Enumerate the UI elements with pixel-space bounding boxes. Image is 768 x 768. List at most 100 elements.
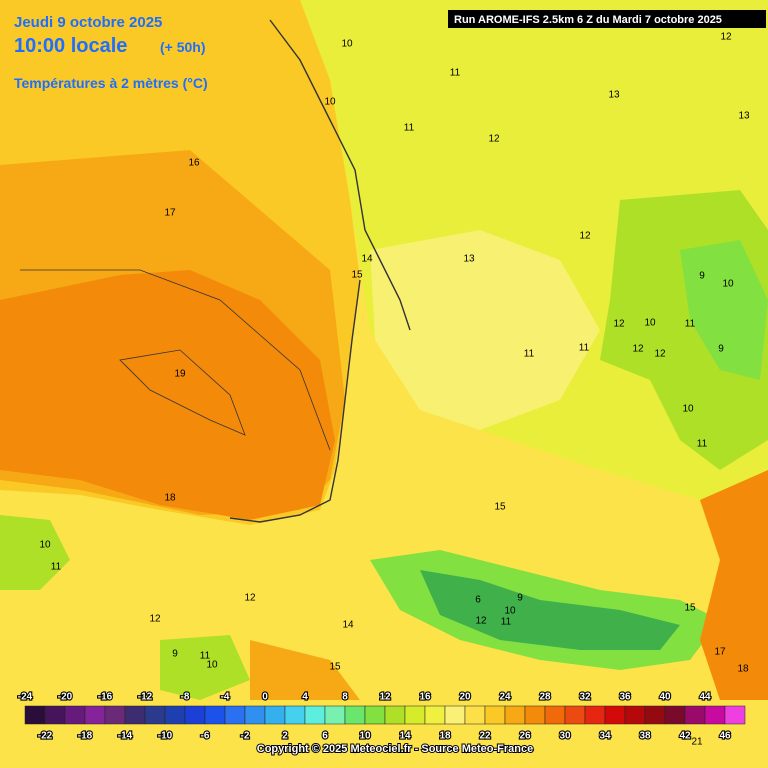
contour-label: 13: [738, 111, 750, 122]
contour-label: 15: [329, 662, 341, 673]
contour-label: 11: [200, 651, 211, 662]
contour-label: 10: [682, 404, 694, 415]
legend-swatch: [64, 705, 86, 725]
contour-label: 18: [737, 664, 749, 675]
contour-label: 15: [351, 270, 363, 281]
contour-label: 11: [450, 68, 461, 79]
contour-label: 10: [644, 318, 656, 329]
contour-label: 9: [699, 271, 705, 282]
contour-label: 12: [654, 349, 666, 360]
legend-swatch: [184, 705, 206, 725]
contour-label: 12: [720, 32, 732, 43]
legend-top-label: -8: [181, 692, 190, 703]
contour-label: 10: [206, 660, 218, 671]
date: Jeudi 9 octobre 2025: [14, 14, 162, 31]
legend-top-label: 24: [499, 692, 511, 703]
contour-label: 11: [404, 123, 415, 134]
west-patch: [0, 515, 70, 590]
contour-label: 17: [164, 208, 176, 219]
legend-swatch: [384, 705, 406, 725]
legend-bottom-label: -2: [241, 731, 250, 742]
contour-label: 12: [475, 616, 487, 627]
run-info: Run AROME-IFS 2.5km 6 Z du Mardi 7 octob…: [454, 14, 722, 26]
legend-swatch: [604, 705, 626, 725]
field-name: Températures à 2 mètres (°C): [14, 75, 208, 91]
legend-top-label: 32: [579, 692, 591, 703]
legend-bottom-label: -14: [118, 731, 133, 742]
legend-top-label: 0: [262, 692, 268, 703]
legend-swatch: [284, 705, 306, 725]
legend-bottom-label: 26: [519, 731, 531, 742]
contour-label: 10: [341, 39, 353, 50]
legend-swatch: [144, 705, 166, 725]
legend-bottom-label: 2: [282, 731, 288, 742]
mountain-peaks: [420, 570, 680, 650]
legend-swatch: [264, 705, 286, 725]
legend-swatch: [484, 705, 506, 725]
contour-label: 11: [697, 439, 708, 450]
legend-top-label: 8: [342, 692, 348, 703]
legend-swatch: [504, 705, 526, 725]
isotherm: [119, 349, 246, 436]
isotherm: [20, 269, 331, 451]
legend-swatch: [84, 705, 106, 725]
contour-label: 15: [684, 603, 696, 614]
contour-label: 12: [613, 319, 625, 330]
contour-label: 11: [524, 349, 535, 360]
legend-top-label: 44: [699, 692, 711, 703]
legend-swatch: [564, 705, 586, 725]
legend-swatch: [524, 705, 546, 725]
warm-plain: [370, 230, 600, 430]
legend-bottom-label: -6: [201, 731, 210, 742]
contour-label: 19: [174, 369, 186, 380]
legend-swatch: [364, 705, 386, 725]
contour-label: 15: [494, 502, 506, 513]
time: 10:00 locale: [14, 35, 127, 57]
legend-swatch: [164, 705, 186, 725]
legend-swatch: [584, 705, 606, 725]
legend-top-label: 20: [459, 692, 471, 703]
legend-swatch: [404, 705, 426, 725]
lead-time: (+ 50h): [160, 39, 206, 55]
legend-swatch: [44, 705, 66, 725]
legend-swatch: [644, 705, 666, 725]
legend-bottom-label: 30: [559, 731, 571, 742]
legend-bottom-label: -10: [158, 731, 173, 742]
legend-bottom-label: 14: [399, 731, 411, 742]
legend-swatch: [204, 705, 226, 725]
legend-bottom-label: 38: [639, 731, 651, 742]
contour-label: 10: [504, 606, 516, 617]
legend-bottom-label: 22: [479, 731, 491, 742]
copyright: Copyright © 2025 Meteociel.fr - Source M…: [257, 743, 533, 755]
legend-swatch: [544, 705, 566, 725]
contour-label: 12: [149, 614, 161, 625]
south-patch: [160, 635, 250, 700]
legend-swatch: [424, 705, 446, 725]
contour-label: 10: [39, 540, 51, 551]
contour-label: 12: [579, 231, 591, 242]
contour-label: 11: [579, 343, 590, 354]
legend-top-label: -4: [221, 692, 230, 703]
legend-top-label: 4: [302, 692, 308, 703]
legend-swatch: [724, 705, 746, 725]
contour-label: 17: [714, 647, 726, 658]
legend-swatch: [104, 705, 126, 725]
ocean-warmest: [0, 270, 335, 520]
legend-swatch: [124, 705, 146, 725]
legend-swatch: [224, 705, 246, 725]
legend-top-label: -12: [138, 692, 153, 703]
contour-label: 9: [718, 344, 724, 355]
legend-bottom-label: 34: [599, 731, 611, 742]
contour-label: 14: [342, 620, 354, 631]
contour-label: 12: [488, 134, 500, 145]
legend-swatch: [324, 705, 346, 725]
contour-label: 11: [501, 617, 512, 628]
contour-label: 13: [608, 90, 620, 101]
cold-patch: [680, 240, 768, 380]
contour-label: 10: [324, 97, 336, 108]
legend-bottom-label: 46: [719, 731, 731, 742]
legend-bottom-label: -18: [78, 731, 93, 742]
contour-label: 9: [517, 593, 523, 604]
